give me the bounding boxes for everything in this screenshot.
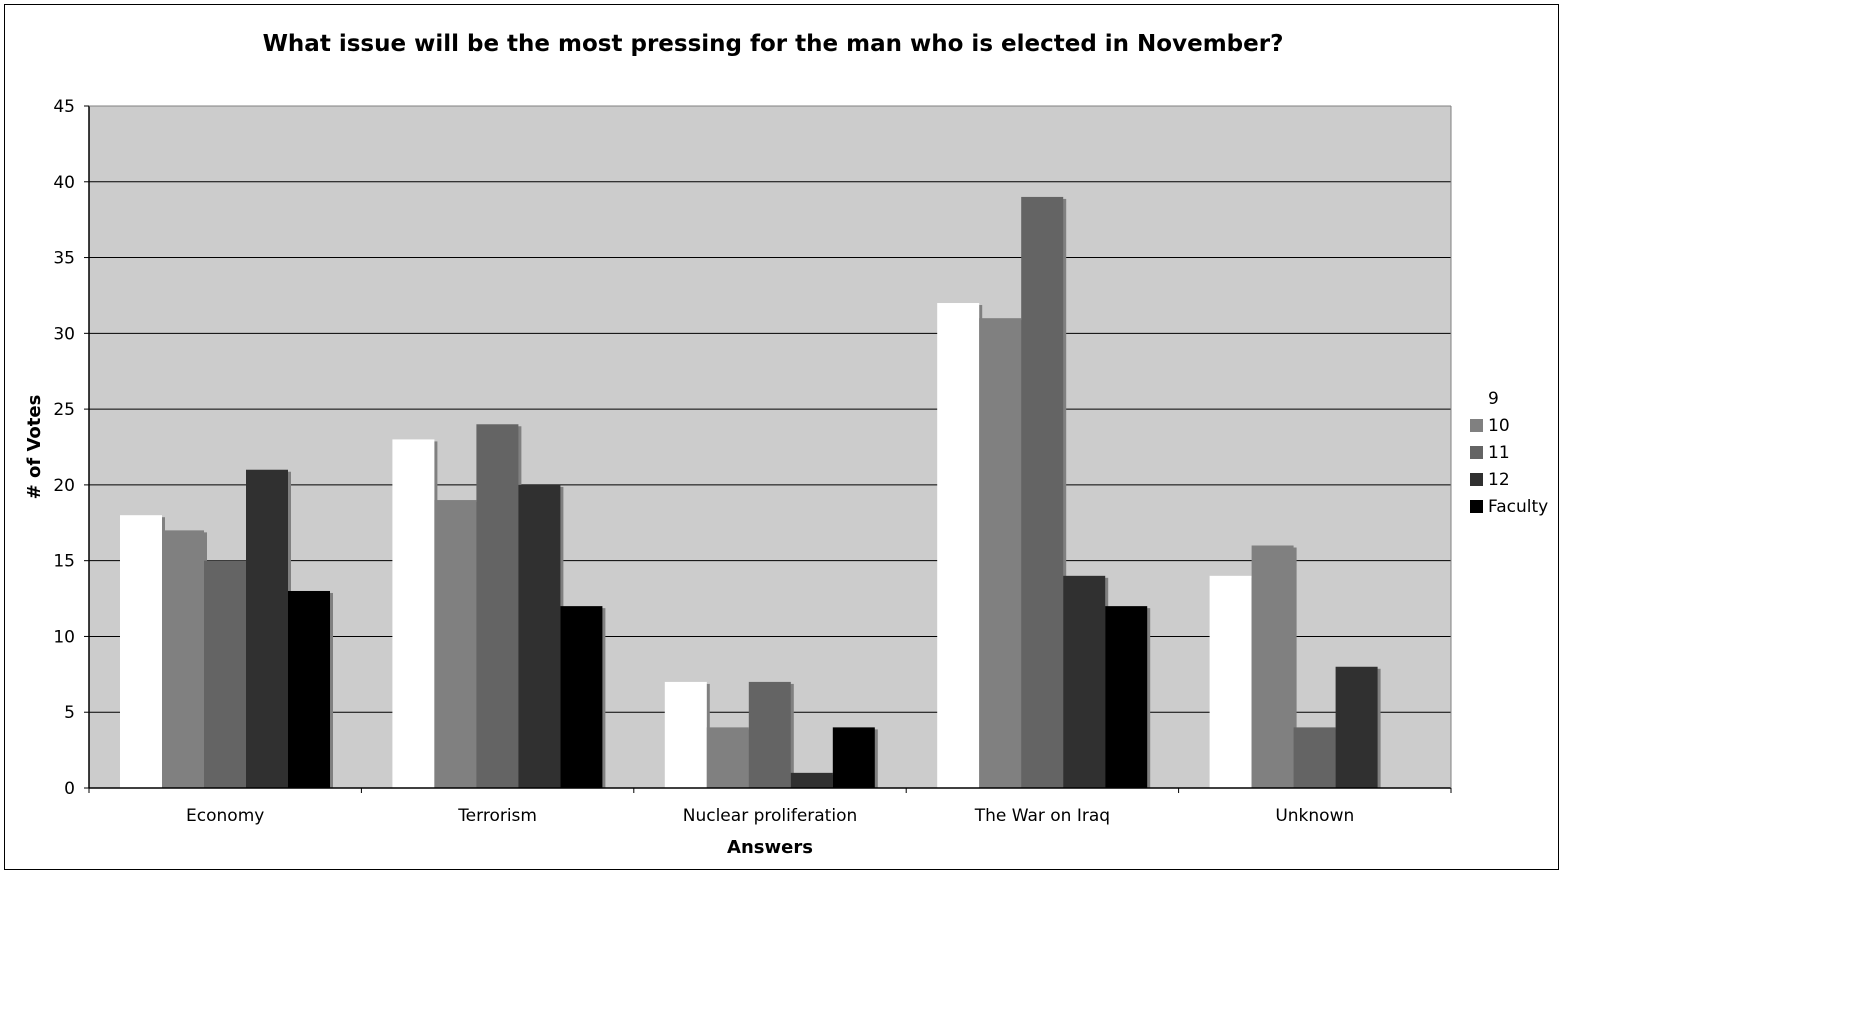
bar (1251, 545, 1294, 788)
bar (288, 590, 330, 788)
y-tick-label: 35 (53, 249, 75, 269)
bar (1209, 575, 1252, 788)
y-tick-label: 40 (53, 173, 75, 193)
bar (937, 303, 980, 788)
chart-title: What issue will be the most pressing for… (263, 31, 1284, 57)
y-tick-label: 30 (53, 324, 75, 344)
bar (979, 318, 1022, 788)
legend-label: 12 (1488, 470, 1510, 490)
bar (392, 439, 435, 788)
x-axis-ticks: Economy Terrorism Nuclear proliferation The… (88, 788, 1452, 826)
x-tick-label: Terrorism (457, 806, 537, 826)
legend-swatch (1470, 500, 1483, 513)
bar (204, 560, 246, 788)
bar (748, 681, 791, 788)
y-tick-label: 5 (64, 703, 75, 723)
y-tick-label: 45 (53, 97, 75, 117)
y-axis-ticks: 0 5 10 15 20 25 30 35 40 45 (53, 97, 89, 799)
bar (476, 424, 519, 788)
axes (88, 105, 1452, 789)
legend-swatch (1470, 473, 1483, 486)
bar (664, 681, 707, 788)
legend-swatch (1470, 392, 1483, 405)
x-tick-label: Nuclear proliferation (683, 806, 858, 826)
legend-swatch (1470, 446, 1483, 459)
legend-label: 10 (1488, 416, 1510, 436)
bar (1335, 666, 1378, 788)
bars (120, 196, 1381, 788)
bar (1293, 727, 1336, 788)
y-tick-label: 10 (53, 627, 75, 647)
legend-label: 11 (1488, 443, 1510, 463)
legend-label: Faculty (1488, 497, 1548, 517)
legend: 9 10 11 12 Faculty (1470, 389, 1548, 517)
bar (706, 727, 749, 788)
y-tick-label: 0 (64, 779, 75, 799)
bar (1063, 575, 1106, 788)
legend-swatch (1470, 419, 1483, 432)
bar (790, 772, 833, 788)
bar (1021, 196, 1064, 788)
y-axis-title: # of Votes (24, 395, 45, 500)
bar (832, 727, 875, 788)
bar (518, 484, 561, 788)
y-tick-label: 20 (53, 476, 75, 496)
chart-frame: What issue will be the most pressing for… (4, 4, 1559, 870)
x-axis-title: Answers (727, 837, 813, 858)
bar (246, 469, 288, 788)
x-tick-label: Unknown (1275, 806, 1354, 826)
bar-chart: What issue will be the most pressing for… (24, 31, 1548, 858)
bar (560, 606, 603, 788)
bar (120, 515, 162, 788)
y-tick-label: 15 (53, 552, 75, 572)
x-tick-label: Economy (186, 806, 264, 826)
x-tick-label: The War on Iraq (974, 806, 1110, 826)
bar (1105, 606, 1148, 788)
legend-label: 9 (1488, 389, 1499, 409)
bar (434, 500, 477, 788)
y-tick-label: 25 (53, 400, 75, 420)
bar (162, 530, 204, 788)
